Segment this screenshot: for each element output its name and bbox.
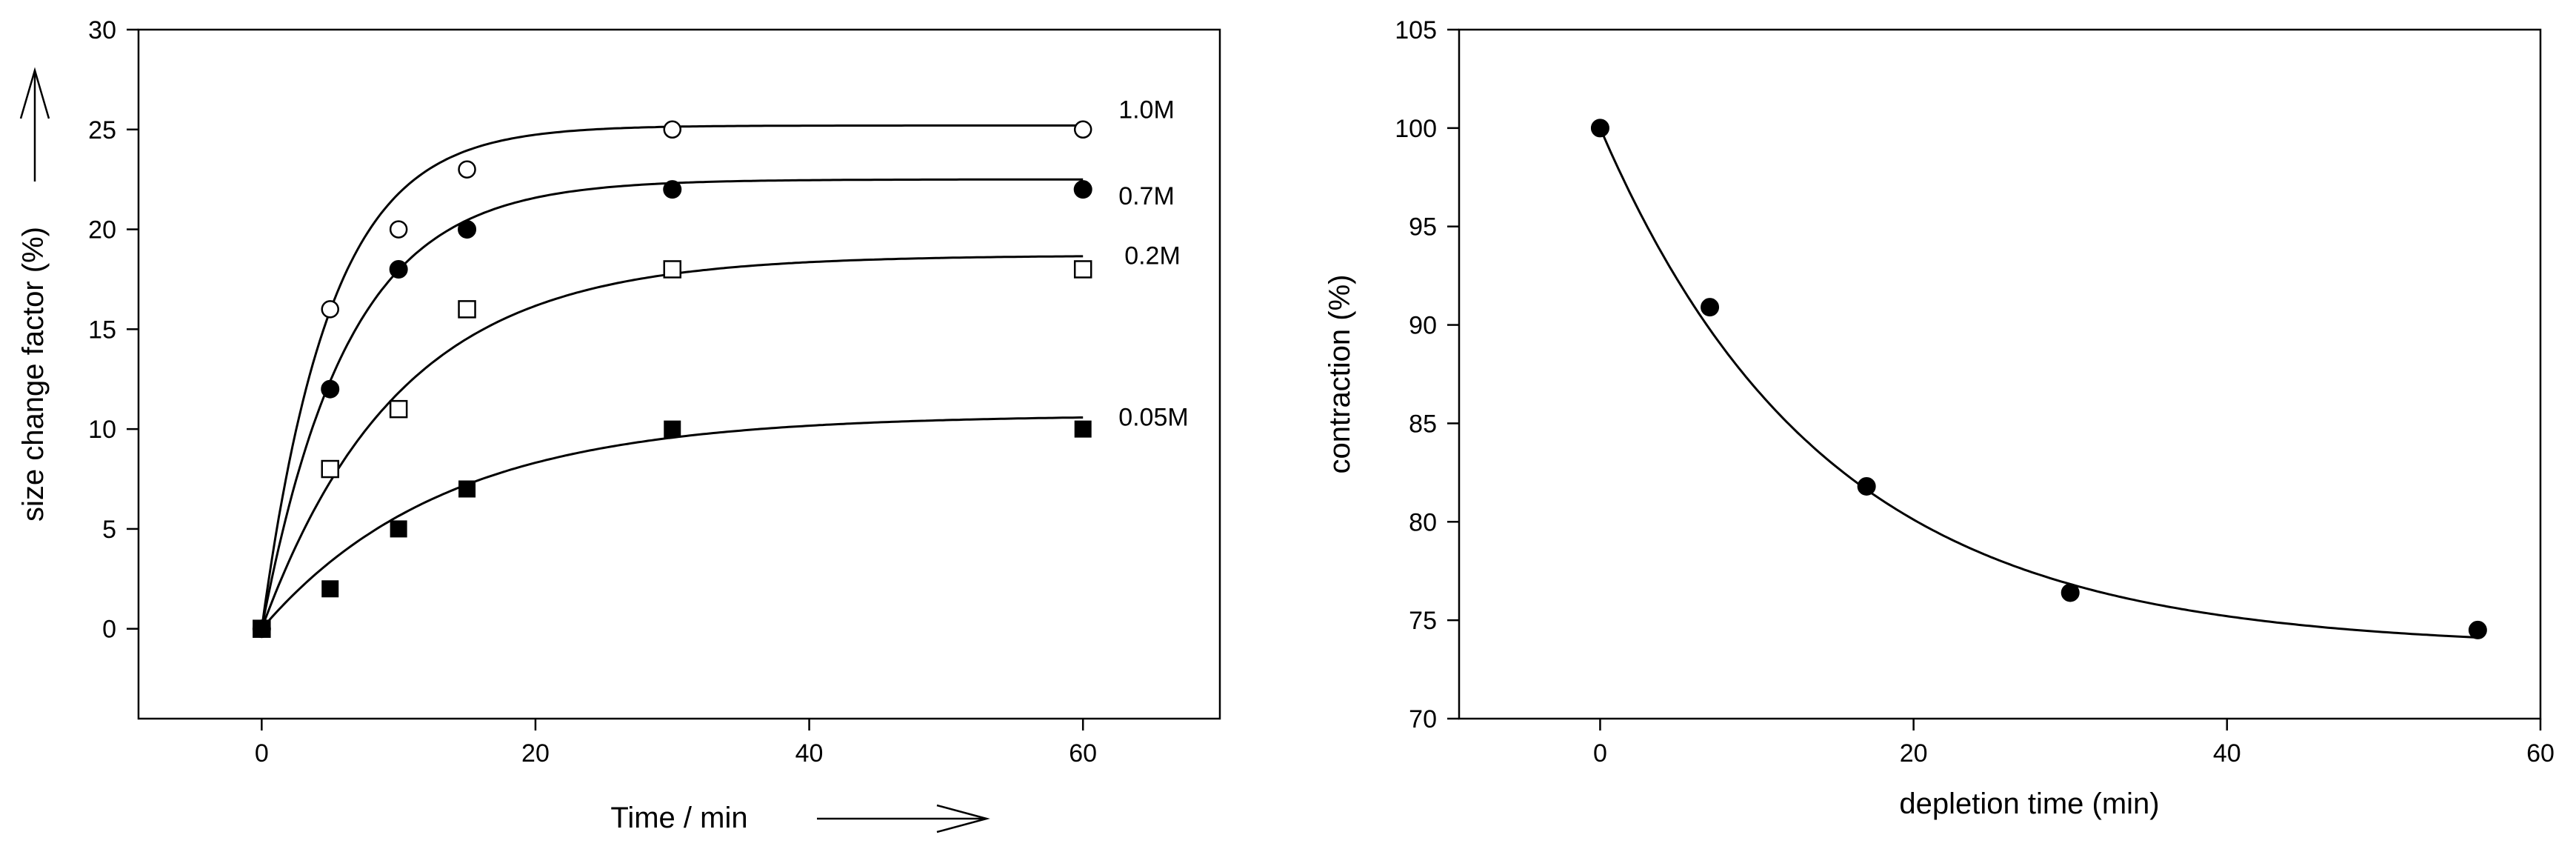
data-point-open-circle — [458, 160, 476, 179]
data-point-filled-circle — [389, 259, 408, 279]
x-tick-label: 40 — [2213, 739, 2241, 768]
y-tick-label: 80 — [1409, 508, 1437, 536]
x-tick-label: 60 — [2526, 739, 2555, 768]
y-tick-label: 5 — [102, 516, 116, 544]
data-point-open-circle — [663, 120, 682, 139]
y-tick-label: 85 — [1409, 410, 1437, 438]
data-point-open-square — [663, 260, 682, 279]
series-label: 0.05M — [1118, 403, 1189, 431]
data-point-filled-circle — [2468, 620, 2487, 639]
data-point-open-circle — [321, 300, 339, 319]
data-point-filled-circle — [1073, 180, 1092, 199]
data-point-filled-circle — [663, 180, 682, 199]
data-point-open-square — [458, 300, 476, 319]
left-series-labels: 1.0M 0.7M 0.2M 0.05M — [1118, 96, 1189, 431]
data-point-filled-square — [664, 420, 681, 438]
data-point-filled-square — [321, 580, 339, 598]
x-tick-label: 0 — [255, 739, 269, 768]
data-point-filled-circle — [458, 220, 477, 239]
x-axis-title-left: Time / min — [610, 802, 747, 834]
y-tick-label: 30 — [88, 16, 116, 44]
y-axis-title-right: contraction (%) — [1324, 275, 1356, 474]
chart-left: 0 20 40 60 0 5 10 15 20 25 30 1.0M 0.7M 0.2M 0.05M si… — [17, 16, 1221, 834]
fit-curve-0-7M — [260, 178, 1084, 629]
data-point-filled-circle — [1701, 298, 1720, 317]
left-data-points — [252, 120, 1092, 639]
data-point-open-square — [321, 459, 339, 479]
x-axis-title-right: depletion time (min) — [1899, 788, 2159, 820]
fit-curve-1-0M — [260, 124, 1084, 629]
data-point-filled-square — [390, 520, 407, 538]
data-point-filled-circle — [1590, 119, 1609, 138]
y-tick-label: 20 — [88, 216, 116, 244]
y-tick-label: 10 — [88, 416, 116, 444]
fit-curve-contraction — [1599, 127, 2478, 639]
data-point-open-square — [389, 399, 408, 419]
left-fit-curves — [260, 124, 1084, 630]
y-tick-label: 75 — [1409, 607, 1437, 635]
data-point-open-circle — [1073, 120, 1092, 139]
data-point-filled-square — [458, 480, 476, 498]
y-tick-label: 0 — [102, 616, 116, 644]
plot-frame-left — [137, 28, 1221, 720]
data-point-filled-square — [1074, 420, 1092, 438]
x-tick-label: 60 — [1069, 739, 1097, 768]
y-tick-label: 15 — [88, 316, 116, 344]
right-ticks: 0 20 40 60 70 75 80 85 90 95 100 105 — [1395, 16, 2555, 768]
data-point-open-square — [1073, 260, 1092, 279]
y-tick-label: 90 — [1409, 312, 1437, 340]
y-tick-label: 70 — [1409, 705, 1437, 733]
data-point-filled-circle — [321, 379, 340, 399]
x-tick-label: 20 — [521, 739, 550, 768]
x-tick-label: 0 — [1593, 739, 1607, 768]
chart-right: 0 20 40 60 70 75 80 85 90 95 100 105 contraction (%… — [1324, 16, 2555, 820]
y-tick-label: 25 — [88, 116, 116, 144]
fit-curve-0-2M — [260, 255, 1084, 630]
x-tick-label: 40 — [795, 739, 824, 768]
fit-curve-0-05M — [261, 416, 1084, 630]
x-tick-label: 20 — [1900, 739, 1928, 768]
data-point-filled-circle — [1857, 476, 1876, 496]
series-label: 1.0M — [1118, 96, 1175, 124]
series-label: 0.2M — [1124, 242, 1181, 270]
data-point-open-circle — [389, 220, 408, 239]
y-tick-label: 105 — [1395, 16, 1437, 44]
left-ticks: 0 20 40 60 0 5 10 15 20 25 30 — [88, 16, 1097, 768]
data-point-filled-circle — [2061, 583, 2080, 602]
right-fit-curve — [1599, 127, 2478, 639]
y-axis-title-left: size change factor (%) — [17, 227, 50, 522]
x-direction-arrow — [817, 804, 990, 833]
right-data-points — [1590, 119, 2487, 639]
y-tick-label: 95 — [1409, 213, 1437, 242]
plot-frame-right — [1458, 28, 2542, 720]
data-point-filled-square — [253, 620, 270, 638]
y-tick-label: 100 — [1395, 115, 1437, 143]
y-direction-arrow — [19, 67, 50, 182]
series-label: 0.7M — [1118, 182, 1175, 210]
